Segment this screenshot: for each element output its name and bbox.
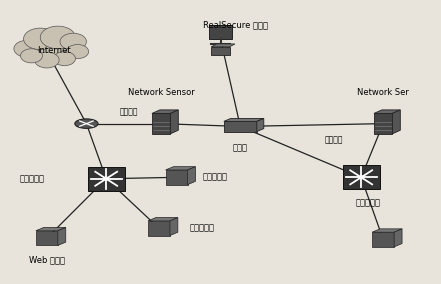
Circle shape <box>104 178 108 180</box>
Polygon shape <box>170 110 178 134</box>
Polygon shape <box>374 113 392 134</box>
Polygon shape <box>36 231 58 245</box>
Circle shape <box>20 49 42 63</box>
Text: RealSecure 控制台: RealSecure 控制台 <box>203 20 269 30</box>
Text: Internet: Internet <box>37 46 70 55</box>
Polygon shape <box>165 167 195 170</box>
Text: 邮件服务器: 邮件服务器 <box>190 224 215 233</box>
Polygon shape <box>372 229 402 232</box>
Polygon shape <box>372 232 394 247</box>
Polygon shape <box>88 167 125 191</box>
Polygon shape <box>36 227 66 231</box>
Text: 流量镜像: 流量镜像 <box>120 108 138 116</box>
Polygon shape <box>152 113 170 134</box>
Ellipse shape <box>24 37 83 60</box>
Text: Network Sensor: Network Sensor <box>128 88 194 97</box>
Circle shape <box>23 28 57 50</box>
Text: 流量镜像: 流量镜像 <box>325 136 344 145</box>
Text: Web 服务器: Web 服务器 <box>29 255 65 264</box>
Polygon shape <box>209 25 232 39</box>
Polygon shape <box>211 44 235 47</box>
Polygon shape <box>374 110 400 113</box>
Polygon shape <box>224 121 257 131</box>
Polygon shape <box>211 47 230 55</box>
Polygon shape <box>257 118 264 131</box>
Text: Network Ser: Network Ser <box>357 88 409 97</box>
Text: 三层交换机: 三层交换机 <box>355 199 380 208</box>
Polygon shape <box>187 167 195 185</box>
Polygon shape <box>224 118 264 121</box>
Polygon shape <box>392 110 400 134</box>
Text: 域名服务器: 域名服务器 <box>203 173 228 182</box>
Polygon shape <box>165 170 187 185</box>
Text: 交换机: 交换机 <box>233 143 248 153</box>
Ellipse shape <box>75 119 98 128</box>
Polygon shape <box>394 229 402 247</box>
Circle shape <box>67 45 89 59</box>
Circle shape <box>14 40 40 57</box>
Circle shape <box>359 176 363 179</box>
Polygon shape <box>343 166 380 189</box>
Polygon shape <box>148 218 178 221</box>
Circle shape <box>60 33 86 50</box>
Polygon shape <box>148 221 170 235</box>
Polygon shape <box>58 227 66 245</box>
Text: 三层交换机: 三层交换机 <box>20 174 45 183</box>
Circle shape <box>53 52 75 66</box>
Polygon shape <box>170 218 178 235</box>
Circle shape <box>40 26 75 49</box>
Circle shape <box>34 52 59 68</box>
Polygon shape <box>152 110 178 113</box>
